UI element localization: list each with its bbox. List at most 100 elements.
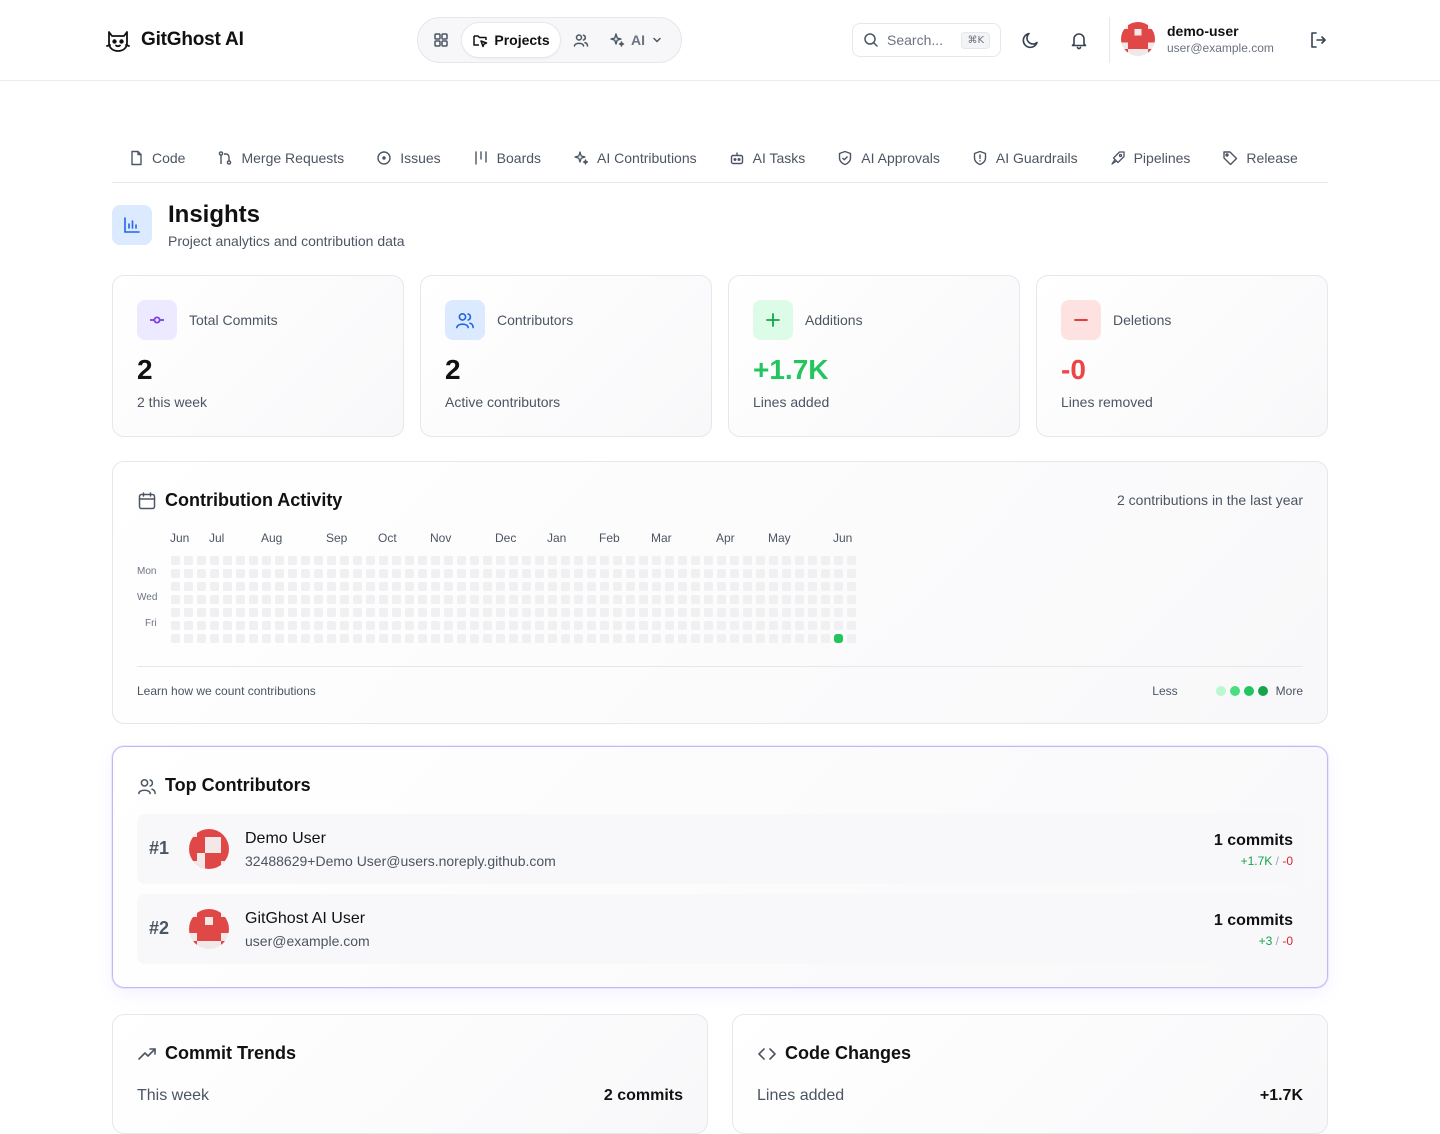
heatmap-cell [431,608,440,617]
contributor-additions: +3 [1258,934,1273,948]
heatmap-cell [327,582,336,591]
minus-icon [1061,300,1101,340]
theme-toggle-button[interactable] [1017,26,1045,54]
ai-nav-dropdown[interactable]: AI [601,22,671,58]
projects-nav-button[interactable]: Projects [461,22,561,58]
heatmap-cell [184,634,193,643]
heatmap-cell [678,582,687,591]
tab-label: Pipelines [1133,150,1191,166]
tab-merge-requests[interactable]: Merge Requests [201,138,360,178]
heatmap-cell [561,569,570,578]
heatmap-cell [626,582,635,591]
heatmap-cell [353,595,362,604]
file-icon [131,150,142,166]
logout-button[interactable] [1304,26,1332,54]
commit-trends-card: Commit Trends This week 2 commits [112,1014,708,1134]
heatmap-cell [197,595,206,604]
heatmap-cell [522,608,531,617]
heatmap-cell [418,556,427,565]
heatmap-cell [327,621,336,630]
tab-boards[interactable]: Boards [457,138,557,178]
heatmap-cell [457,608,466,617]
heatmap-cell [847,556,856,565]
heatmap-cell [496,556,505,565]
heatmap-cell [171,634,180,643]
heatmap-cell [665,569,674,578]
heatmap-cell [379,595,388,604]
tab-ai-approvals[interactable]: AI Approvals [821,138,956,178]
heatmap-cell [678,595,687,604]
heatmap-cell [340,595,349,604]
dashboard-grid-button[interactable] [423,22,459,58]
contributor-row[interactable]: #1 Demo User 32488629+Demo User@users.no… [137,814,1305,884]
contributor-deletions: -0 [1282,854,1293,868]
heatmap-cell [392,634,401,643]
heatmap-cell [821,621,830,630]
heatmap-cell [197,608,206,617]
heatmap-cell [223,569,232,578]
heatmap-cell [743,569,752,578]
tab-ai-contributions[interactable]: AI Contributions [557,138,713,178]
users-nav-button[interactable] [563,22,599,58]
tab-ai-tasks[interactable]: AI Tasks [713,138,822,178]
tab-pipelines[interactable]: Pipelines [1094,138,1207,178]
heatmap-cell [730,582,739,591]
heatmap-cell [587,556,596,565]
contributor-name: Demo User [245,830,326,847]
search-input[interactable]: Search... ⌘K [852,23,1001,57]
tab-release[interactable]: Release [1206,138,1313,178]
heatmap-cell [184,595,193,604]
heatmap-cell [444,569,453,578]
heatmap-cell [756,608,765,617]
heatmap-cell [548,582,557,591]
heatmap-cell [184,569,193,578]
user-avatar [1121,22,1155,56]
stat-label: Contributors [497,312,574,328]
heatmap-cell [470,608,479,617]
notifications-button[interactable] [1065,26,1093,54]
heatmap-cell [756,582,765,591]
tab-code[interactable]: Code [112,138,201,178]
top-contributors-title: Top Contributors [165,775,311,795]
heatmap-cell [379,608,388,617]
day-label: Wed [137,592,158,603]
contributor-row[interactable]: #2 GitGhost AI User user@example.com 1 c… [137,894,1305,964]
heatmap-cell [379,556,388,565]
heatmap-cell [496,634,505,643]
heatmap-cell [652,595,661,604]
heatmap-cell [457,621,466,630]
heatmap-cell [223,582,232,591]
bot-icon [730,152,743,165]
heatmap-cell [483,621,492,630]
learn-contributions-link[interactable]: Learn how we count contributions [137,684,316,698]
heatmap-cell [691,634,700,643]
user-menu[interactable]: demo-user user@example.com [1121,22,1274,56]
heatmap-cell [522,556,531,565]
tab-issues[interactable]: Issues [360,138,456,178]
heatmap-cell [626,569,635,578]
heatmap-cell [301,595,310,604]
month-label: Apr [716,531,735,545]
heatmap-cell [808,608,817,617]
heatmap-cell [535,595,544,604]
heatmap-cell [834,595,843,604]
heatmap-cell [600,582,609,591]
tab-ai-guardrails[interactable]: AI Guardrails [956,138,1094,178]
heatmap-cell [639,569,648,578]
heatmap-cell [743,621,752,630]
brand[interactable]: GitGhost AI [104,26,244,54]
heatmap-cell [353,608,362,617]
heatmap-cell [847,569,856,578]
heatmap-cell [613,569,622,578]
heatmap-cell [223,621,232,630]
heatmap-cell [275,621,284,630]
heatmap-cell [483,569,492,578]
heatmap-cell [743,556,752,565]
tab-label: AI Approvals [861,150,940,166]
heatmap-cell [756,595,765,604]
heatmap-cell [756,634,765,643]
contributor-commits: 1 commits [1213,912,1293,929]
heatmap-cell [795,634,804,643]
contributor-rank: #2 [149,918,170,938]
header-divider [1109,17,1110,63]
